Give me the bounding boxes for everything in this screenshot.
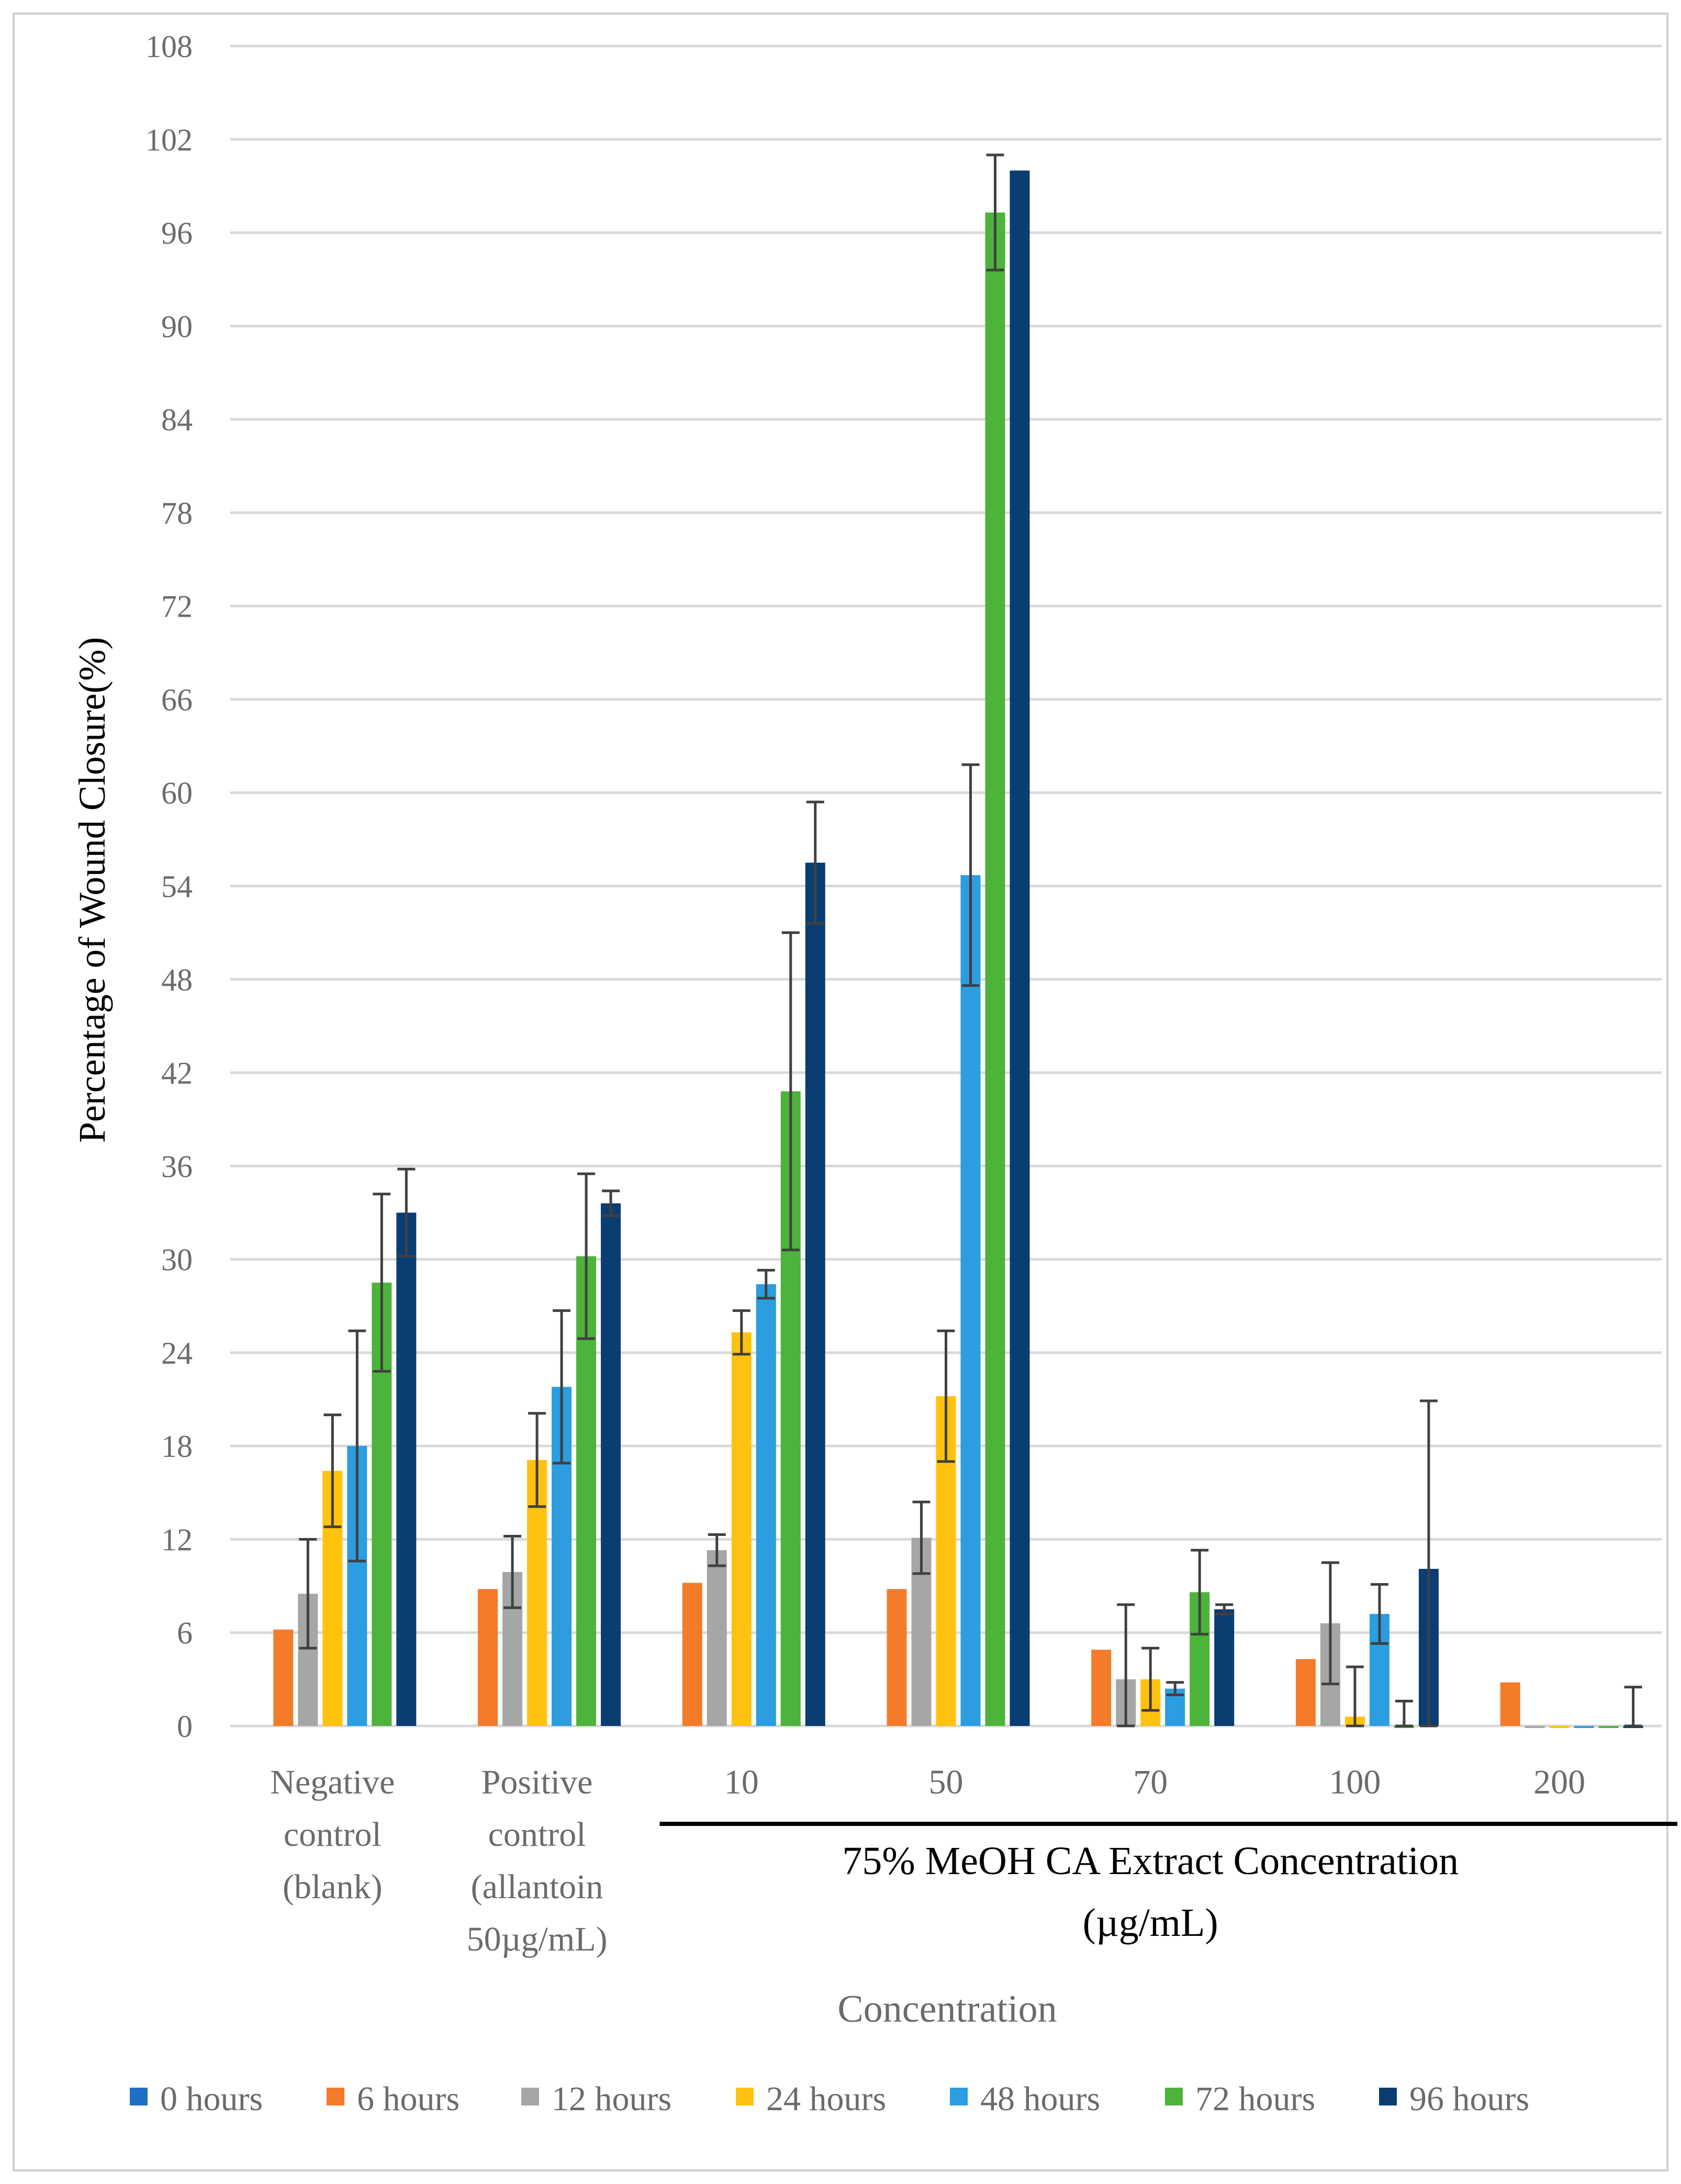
legend-swatch — [130, 2088, 148, 2105]
y-tick-label: 12 — [161, 1522, 193, 1557]
category-label: (blank) — [283, 1868, 383, 1906]
y-tick-label: 42 — [161, 1056, 193, 1090]
legend-swatch — [1379, 2088, 1397, 2105]
bar-48-hours-cat-3 — [960, 875, 981, 1726]
y-tick-label: 60 — [161, 776, 193, 810]
bar-6-hours-cat-5 — [1295, 1659, 1316, 1726]
extract-group-annotation: 75% MeOH CA Extract Concentration (µg/mL) — [659, 1822, 1677, 1945]
bar-series — [273, 170, 1643, 1728]
group-label-line: 75% MeOH CA Extract Concentration — [842, 1839, 1459, 1883]
y-tick-label: 96 — [161, 216, 193, 251]
y-tick-label: 108 — [145, 29, 193, 64]
bar-96-hours-cat-2 — [805, 862, 825, 1726]
bar-72-hours-cat-6 — [1598, 1726, 1619, 1728]
bar-48-hours-cat-2 — [756, 1284, 776, 1726]
legend-label: 96 hours — [1409, 2080, 1529, 2118]
bar-24-hours-cat-2 — [731, 1332, 752, 1726]
legend-label: 6 hours — [357, 2080, 460, 2118]
category-label: control — [488, 1815, 586, 1854]
legend-label: 72 hours — [1195, 2080, 1315, 2118]
bar-96-hours-cat-4 — [1214, 1609, 1235, 1726]
category-label: control — [284, 1815, 382, 1854]
y-axis-label: Percentage of Wound Closure(%) — [71, 637, 113, 1143]
category-label: 100 — [1329, 1763, 1381, 1801]
bar-12-hours-cat-2 — [707, 1550, 727, 1726]
y-tick-label: 30 — [161, 1243, 193, 1277]
bar-48-hours-cat-6 — [1574, 1726, 1594, 1728]
y-tick-label: 6 — [177, 1616, 193, 1651]
bar-6-hours-cat-0 — [273, 1629, 294, 1726]
x-category-labels: Negative control (blank) Positive control (al… — [270, 1763, 1585, 1958]
y-tick-label: 90 — [161, 309, 193, 344]
legend-swatch — [327, 2088, 344, 2105]
category-label: 50 — [929, 1763, 963, 1801]
y-tick-label: 54 — [161, 870, 193, 904]
bar-72-hours-cat-3 — [985, 212, 1005, 1726]
y-tick-label: 102 — [145, 122, 193, 157]
legend-swatch — [521, 2088, 539, 2105]
category-label: Negative — [270, 1763, 395, 1801]
bar-96-hours-cat-0 — [396, 1212, 417, 1726]
bar-6-hours-cat-1 — [478, 1589, 498, 1726]
bar-12-hours-cat-6 — [1525, 1726, 1545, 1728]
y-tick-label: 84 — [161, 403, 193, 437]
legend-label: 0 hours — [160, 2080, 263, 2118]
y-tick-label: 72 — [161, 589, 193, 624]
y-tick-label: 0 — [177, 1709, 193, 1744]
category-label: 200 — [1533, 1763, 1585, 1801]
bar-96-hours-cat-3 — [1010, 170, 1030, 1726]
y-tick-label: 18 — [161, 1429, 193, 1464]
category-label: 10 — [724, 1763, 759, 1801]
legend-swatch — [736, 2088, 754, 2105]
category-label: (allantoin — [471, 1868, 603, 1906]
bar-6-hours-cat-4 — [1091, 1650, 1112, 1726]
x-axis-title: Concentration — [837, 1988, 1057, 2031]
group-label-line: (µg/mL) — [1083, 1901, 1218, 1945]
error-bars — [299, 153, 1642, 1728]
y-tick-label: 66 — [161, 683, 193, 717]
bar-24-hours-cat-6 — [1549, 1726, 1570, 1728]
bar-6-hours-cat-3 — [887, 1589, 907, 1726]
category-label: 50µg/mL) — [467, 1920, 608, 1958]
bar-6-hours-cat-2 — [682, 1583, 702, 1726]
category-label: Positive — [481, 1763, 593, 1801]
legend-swatch — [1165, 2088, 1183, 2105]
legend-label: 48 hours — [980, 2080, 1100, 2118]
legend-label: 24 hours — [766, 2080, 886, 2118]
y-tick-label: 48 — [161, 963, 193, 997]
category-label: 70 — [1133, 1763, 1168, 1801]
legend: 0 hours 6 hours 12 hours 24 hours 48 hours 72… — [130, 2080, 1529, 2118]
bar-96-hours-cat-1 — [601, 1203, 621, 1726]
y-tick-label: 78 — [161, 496, 193, 530]
y-tick-label: 36 — [161, 1149, 193, 1184]
bar-6-hours-cat-6 — [1500, 1682, 1520, 1726]
legend-swatch — [950, 2088, 968, 2105]
y-tick-label: 24 — [161, 1336, 193, 1370]
legend-label: 12 hours — [552, 2080, 671, 2118]
chart-frame — [13, 13, 1668, 2171]
y-tick-labels: 0 6 12 18 24 30 36 42 48 54 60 66 72 78 84 90 96 102 108 — [145, 29, 193, 1744]
